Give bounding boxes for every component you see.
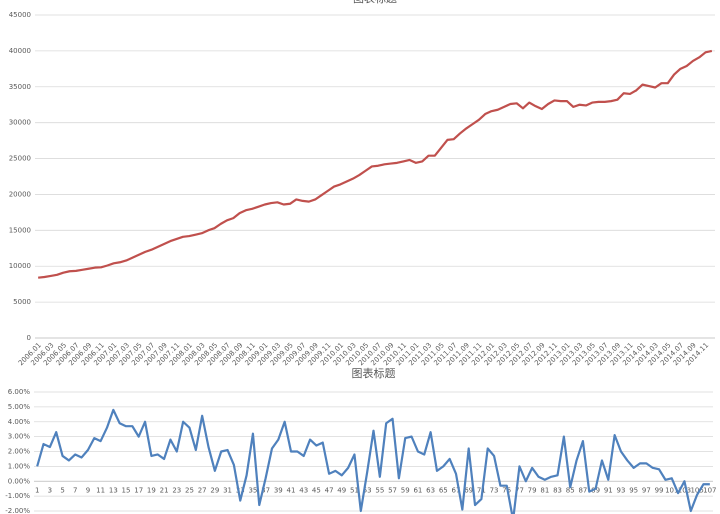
y-tick-label: 6.00% [8, 388, 31, 396]
x-tick-label: 73 [490, 486, 499, 494]
x-tick-label: 71 [477, 486, 486, 494]
x-tick-label: 59 [401, 486, 410, 494]
y-tick-label: 20000 [9, 190, 31, 198]
y-tick-label: 2.00% [8, 448, 31, 456]
x-tick-label: 19 [147, 486, 156, 494]
x-tick-label: 23 [172, 486, 181, 494]
x-tick-label: 55 [375, 486, 384, 494]
x-tick-label: 105 [690, 486, 703, 494]
x-tick-label: 67 [452, 486, 461, 494]
x-tick-label: 33 [236, 486, 245, 494]
x-tick-label: 91 [604, 486, 613, 494]
y-tick-label: 3.00% [8, 433, 31, 441]
x-tick-label: 103 [678, 486, 691, 494]
x-tick-label: 85 [566, 486, 575, 494]
chart-title: 图表标题 [353, 0, 397, 5]
x-tick-label: 27 [198, 486, 207, 494]
x-tick-label: 11 [96, 486, 105, 494]
x-tick-label: 61 [413, 486, 422, 494]
x-tick-label: 21 [160, 486, 169, 494]
x-tick-label: 29 [210, 486, 219, 494]
x-tick-label: 13 [109, 486, 118, 494]
y-tick-label: 4.00% [8, 418, 31, 426]
x-tick-label: 101 [665, 486, 678, 494]
y-tick-label: 30000 [9, 119, 31, 127]
x-tick-label: 17 [134, 486, 143, 494]
x-tick-label: 77 [515, 486, 524, 494]
x-tick-label: 65 [439, 486, 448, 494]
x-tick-label: 99 [655, 486, 664, 494]
x-tick-label: 63 [426, 486, 435, 494]
chart-title: 图表标题 [352, 366, 396, 380]
x-tick-label: 81 [540, 486, 549, 494]
y-tick-label: 0.00% [8, 477, 31, 485]
x-tick-label: 83 [553, 486, 562, 494]
x-tick-label: 5 [60, 486, 64, 494]
y-tick-label: 10000 [9, 262, 31, 270]
x-tick-label: 69 [464, 486, 473, 494]
x-tick-label: 47 [325, 486, 334, 494]
x-tick-label: 93 [617, 486, 626, 494]
x-tick-label: 79 [528, 486, 537, 494]
y-tick-label: 1.00% [8, 462, 31, 470]
x-tick-label: 25 [185, 486, 194, 494]
x-tick-label: 45 [312, 486, 321, 494]
x-tick-label: 87 [578, 486, 587, 494]
x-tick-label: 31 [223, 486, 232, 494]
x-tick-label: 97 [642, 486, 651, 494]
data-line [38, 49, 713, 279]
x-tick-label: 43 [299, 486, 308, 494]
x-tick-label: 15 [122, 486, 131, 494]
x-tick-label: 53 [363, 486, 372, 494]
x-tick-label: 41 [287, 486, 296, 494]
x-tick-label: 107 [703, 486, 716, 494]
x-tick-label: 37 [261, 486, 270, 494]
x-tick-label: 95 [629, 486, 638, 494]
y-tick-label: 40000 [9, 47, 31, 55]
x-tick-label: 35 [248, 486, 257, 494]
x-tick-label: 9 [86, 486, 90, 494]
y-tick-label: 5.00% [8, 403, 31, 411]
y-tick-label: -2.00% [5, 507, 30, 514]
x-tick-label: 1 [35, 486, 39, 494]
y-tick-label: -1.00% [5, 492, 30, 500]
x-tick-label: 51 [350, 486, 359, 494]
x-tick-label: 39 [274, 486, 283, 494]
x-tick-label: 7 [73, 486, 77, 494]
y-tick-label: 45000 [9, 11, 31, 19]
y-tick-label: 15000 [9, 226, 31, 234]
x-tick-label: 57 [388, 486, 397, 494]
y-tick-label: 35000 [9, 83, 31, 91]
x-tick-label: 49 [337, 486, 346, 494]
y-tick-label: 5000 [13, 298, 31, 306]
y-tick-label: 0 [27, 334, 31, 342]
x-tick-label: 89 [591, 486, 600, 494]
y-tick-label: 25000 [9, 155, 31, 163]
x-tick-label: 3 [48, 486, 52, 494]
data-line [36, 408, 710, 514]
